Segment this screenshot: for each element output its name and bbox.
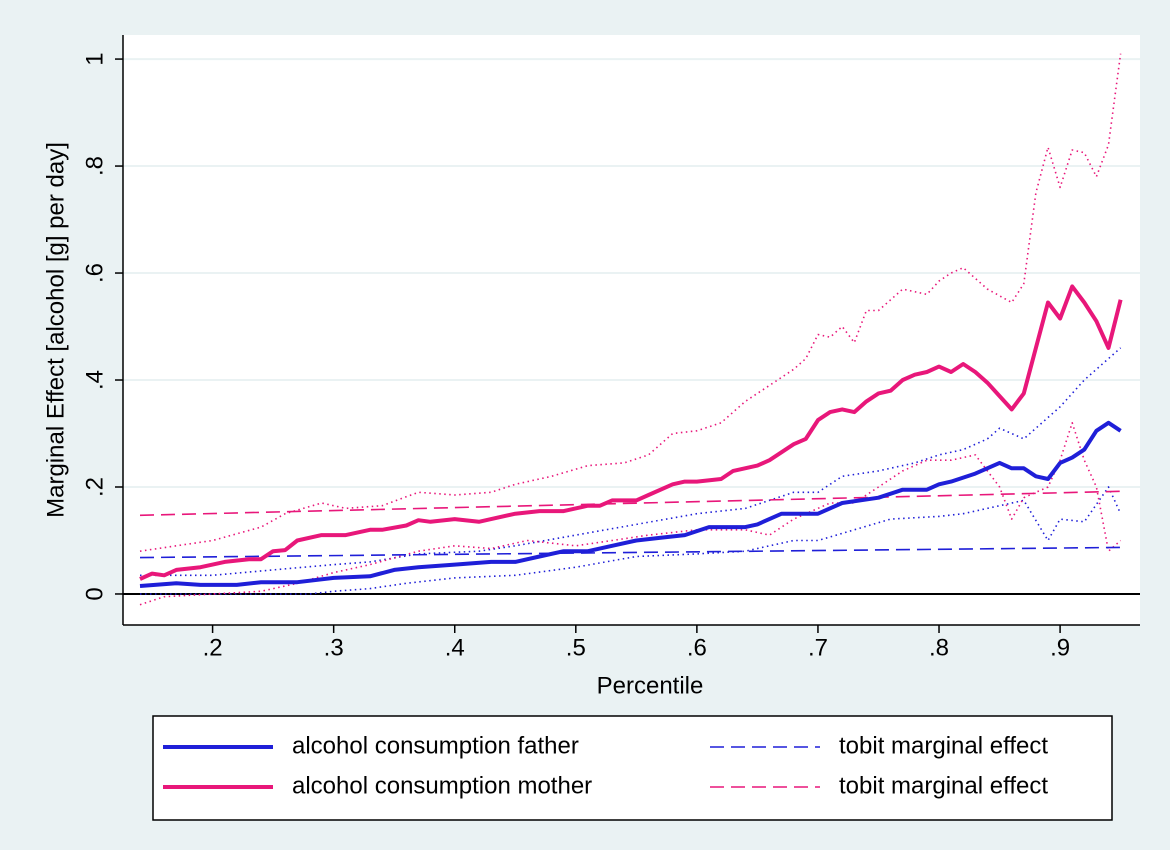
y-tick-label: .2 bbox=[81, 477, 108, 497]
y-tick-label: 1 bbox=[81, 52, 108, 65]
series-line bbox=[139, 422, 1122, 606]
series-line bbox=[139, 546, 1121, 559]
y-tick-label: .4 bbox=[81, 370, 108, 390]
legend-label: tobit marginal effect bbox=[839, 732, 1048, 759]
y-tick-label: .6 bbox=[81, 263, 108, 283]
x-tick-label: .5 bbox=[566, 634, 586, 661]
y-tick-label: 0 bbox=[81, 587, 108, 600]
plot-region bbox=[123, 35, 1140, 625]
x-tick-label: .9 bbox=[1050, 634, 1070, 661]
y-tick-label: .8 bbox=[81, 156, 108, 176]
x-tick-label: .4 bbox=[445, 634, 465, 661]
series-line bbox=[139, 490, 1121, 517]
x-tick-label: .2 bbox=[203, 634, 223, 661]
legend-label: alcohol consumption father bbox=[292, 732, 579, 759]
x-tick-label: .6 bbox=[687, 634, 707, 661]
x-tick-label: .3 bbox=[324, 634, 344, 661]
series-line bbox=[140, 347, 1122, 577]
series-line bbox=[139, 420, 1122, 588]
legend-label: alcohol consumption mother bbox=[292, 772, 592, 799]
legend-label: tobit marginal effect bbox=[839, 772, 1048, 799]
x-tick-label: .8 bbox=[929, 634, 949, 661]
series-line bbox=[139, 284, 1123, 581]
x-tick-label: .7 bbox=[808, 634, 828, 661]
legend-box bbox=[152, 715, 1113, 821]
series-line bbox=[140, 486, 1122, 595]
y-axis-title: Marginal Effect [alcohol [g] per day] bbox=[42, 142, 69, 518]
x-axis-title: Percentile bbox=[597, 672, 704, 699]
